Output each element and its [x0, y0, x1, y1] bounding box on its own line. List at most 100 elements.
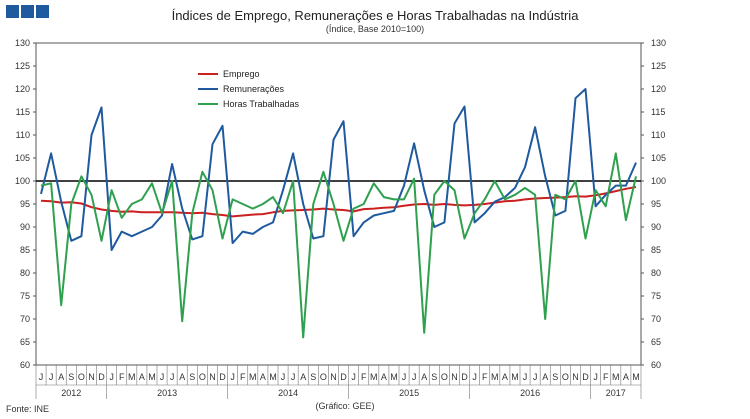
x-month-label: N: [209, 372, 216, 382]
x-month-label: F: [119, 372, 125, 382]
x-month-label: M: [370, 372, 378, 382]
y-tick-label-right: 115: [651, 107, 665, 117]
logo-square-1: [6, 5, 19, 18]
y-tick-label-right: 100: [651, 176, 666, 186]
y-tick-label-right: 60: [651, 360, 661, 370]
y-tick-label-right: 85: [651, 245, 661, 255]
x-month-label: J: [351, 372, 356, 382]
x-month-label: F: [603, 372, 609, 382]
legend-label: Emprego: [223, 69, 260, 79]
x-month-label: N: [330, 372, 337, 382]
y-tick-label-right: 70: [651, 314, 661, 324]
x-month-label: A: [542, 372, 548, 382]
x-month-label: S: [431, 372, 437, 382]
chart-credit: (Gráfico: GEE): [315, 401, 375, 411]
y-tick-label-left: 75: [20, 291, 30, 301]
x-month-label: F: [482, 372, 488, 382]
y-tick-label-right: 105: [651, 153, 666, 163]
x-month-label: D: [219, 372, 226, 382]
legend-label: Horas Trabalhadas: [223, 99, 300, 109]
x-month-label: D: [340, 372, 347, 382]
x-month-label: D: [98, 372, 105, 382]
y-tick-label-left: 60: [20, 360, 30, 370]
y-tick-label-right: 75: [651, 291, 661, 301]
x-month-label: S: [552, 372, 558, 382]
y-tick-label-left: 105: [15, 153, 30, 163]
x-month-label: A: [260, 372, 266, 382]
x-month-label: A: [300, 372, 306, 382]
x-month-label: M: [612, 372, 620, 382]
x-month-label: J: [593, 372, 598, 382]
x-month-label: M: [128, 372, 136, 382]
y-tick-label-right: 95: [651, 199, 661, 209]
y-tick-label-right: 120: [651, 84, 666, 94]
x-month-label: S: [310, 372, 316, 382]
x-month-label: J: [523, 372, 528, 382]
y-tick-label-left: 95: [20, 199, 30, 209]
x-month-label: M: [632, 372, 640, 382]
x-month-label: J: [230, 372, 235, 382]
x-month-label: A: [381, 372, 387, 382]
x-month-label: J: [412, 372, 417, 382]
legend-label: Remunerações: [223, 84, 285, 94]
x-month-label: O: [562, 372, 569, 382]
x-month-label: M: [390, 372, 398, 382]
y-tick-label-left: 85: [20, 245, 30, 255]
x-month-label: J: [533, 372, 538, 382]
y-tick-label-left: 65: [20, 337, 30, 347]
x-year-label: 2017: [606, 388, 626, 398]
x-year-label: 2014: [278, 388, 298, 398]
x-month-label: J: [402, 372, 407, 382]
y-tick-label-left: 110: [16, 130, 30, 140]
y-tick-label-left: 70: [20, 314, 30, 324]
x-month-label: J: [472, 372, 477, 382]
y-tick-label-left: 125: [15, 61, 30, 71]
y-tick-label-right: 80: [651, 268, 661, 278]
x-month-label: J: [291, 372, 296, 382]
chart-subtitle: (Índice, Base 2010=100): [325, 24, 425, 34]
x-month-label: M: [491, 372, 499, 382]
x-month-label: N: [451, 372, 458, 382]
series-line-emprego: [40, 186, 637, 218]
y-tick-label-right: 65: [651, 337, 661, 347]
x-month-label: M: [511, 372, 519, 382]
y-tick-label-left: 115: [16, 107, 30, 117]
x-year-label: 2016: [520, 388, 540, 398]
y-tick-label-right: 125: [651, 61, 666, 71]
x-month-label: N: [572, 372, 579, 382]
y-tick-label-right: 110: [651, 130, 665, 140]
y-tick-label-left: 80: [20, 268, 30, 278]
x-month-label: F: [240, 372, 246, 382]
x-month-label: A: [421, 372, 427, 382]
y-tick-label-left: 130: [15, 38, 30, 48]
x-month-label: M: [249, 372, 257, 382]
x-month-label: M: [269, 372, 277, 382]
x-month-label: J: [160, 372, 165, 382]
x-month-label: J: [170, 372, 175, 382]
x-month-label: O: [320, 372, 327, 382]
x-month-label: D: [582, 372, 589, 382]
x-year-label: 2012: [61, 388, 81, 398]
chart-title: Índices de Emprego, Remunerações e Horas…: [171, 8, 579, 23]
x-month-label: A: [58, 372, 64, 382]
x-month-label: N: [88, 372, 95, 382]
x-month-label: S: [68, 372, 74, 382]
series-line-horas-trabalhadas: [40, 152, 637, 339]
x-month-label: A: [139, 372, 145, 382]
y-tick-label-left: 90: [20, 222, 30, 232]
y-tick-label-left: 100: [15, 176, 30, 186]
x-month-label: O: [78, 372, 85, 382]
plot-frame: [35, 42, 642, 366]
x-month-label: D: [461, 372, 468, 382]
y-tick-label-left: 120: [15, 84, 30, 94]
x-month-label: J: [49, 372, 54, 382]
x-year-label: 2015: [399, 388, 419, 398]
x-month-label: O: [199, 372, 206, 382]
source-note: Fonte: INE: [6, 404, 50, 414]
x-month-label: J: [39, 372, 44, 382]
x-month-label: J: [109, 372, 114, 382]
x-month-label: J: [281, 372, 286, 382]
x-year-label: 2013: [157, 388, 177, 398]
